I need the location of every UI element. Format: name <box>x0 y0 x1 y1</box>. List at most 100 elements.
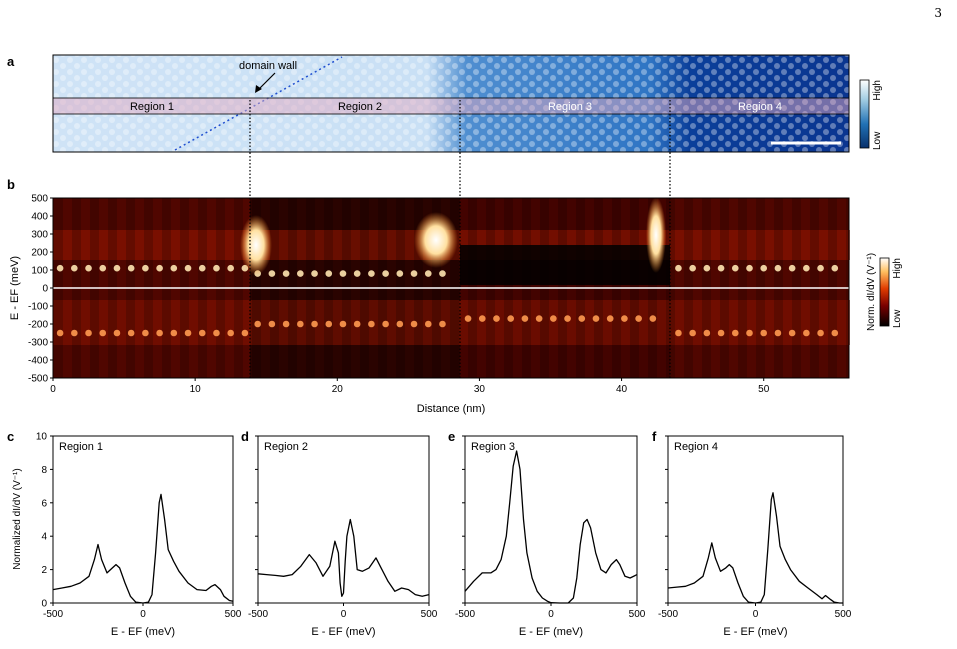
band-dot <box>142 329 149 337</box>
xtick-label: 0 <box>548 609 554 620</box>
band-dot <box>113 329 121 337</box>
panel-c-label: c <box>7 429 14 444</box>
spectrum-title: Region 4 <box>674 441 718 453</box>
band-dot <box>424 320 432 328</box>
xtick-label: 20 <box>332 384 344 395</box>
spectrum-title: Region 2 <box>264 441 308 453</box>
band-dot <box>578 315 586 322</box>
band-dot <box>703 264 711 272</box>
band-dot <box>774 329 782 337</box>
panel-b-colorbar: High Low Norm. dI/dV (V⁻¹) <box>866 253 903 331</box>
spectrum-xlabel: E - EF (meV) <box>723 626 787 638</box>
band-dot <box>410 320 418 328</box>
band-dot <box>760 264 768 272</box>
colorbar-b-title: Norm. dI/dV (V⁻¹) <box>866 253 877 331</box>
xtick-label: 30 <box>474 384 486 395</box>
band-dot <box>424 270 432 277</box>
band-dot <box>113 264 121 272</box>
band-dot <box>213 264 220 272</box>
band-dot <box>353 320 361 328</box>
panel-f-label: f <box>652 429 657 444</box>
band-dot <box>184 264 192 272</box>
band-dot <box>241 329 249 337</box>
ytick-label: -200 <box>28 320 48 331</box>
band-dot <box>311 320 318 328</box>
band-dot <box>198 329 206 337</box>
xtick-label: 0 <box>753 609 759 620</box>
band-dot <box>325 320 333 328</box>
band-dot <box>311 270 318 277</box>
band-dot <box>550 315 557 322</box>
region-4-label: Region 4 <box>738 101 782 113</box>
plot-frame <box>464 435 638 604</box>
region-band <box>52 97 850 115</box>
band-dot <box>227 264 234 272</box>
band-dot <box>382 270 389 277</box>
ytick-label: -100 <box>28 302 48 313</box>
panel-b-ylabel: E - EF (meV) <box>9 256 21 320</box>
band-dot <box>703 329 711 337</box>
ytick-label: 300 <box>31 230 48 241</box>
ytick-label: 10 <box>36 432 48 443</box>
ytick-label: 0 <box>41 599 47 610</box>
band-dot <box>635 315 642 322</box>
xtick-label: 500 <box>835 609 852 620</box>
xtick-label: 500 <box>225 609 242 620</box>
band-dot <box>717 329 725 337</box>
xtick-label: 40 <box>616 384 628 395</box>
xtick-label: -500 <box>455 609 475 620</box>
band-dot <box>56 329 64 337</box>
panel-a-colorbar: High Low <box>859 79 883 150</box>
page-number: 3 <box>934 6 942 20</box>
colorbar-b-low: Low <box>892 309 903 328</box>
band-dot <box>85 264 92 272</box>
band-dot <box>85 329 92 337</box>
panel-b-label: b <box>7 177 15 192</box>
region-1-label: Region 1 <box>130 101 174 113</box>
xtick-label: 0 <box>50 384 56 395</box>
band-dot <box>493 315 500 322</box>
band-dot <box>675 329 682 337</box>
band-dot <box>297 270 304 277</box>
band-dot <box>71 329 78 337</box>
spectrum-curve <box>52 493 234 604</box>
band-dot <box>396 270 404 277</box>
ytick-label: 200 <box>31 248 48 259</box>
band-dot <box>282 270 290 277</box>
band-dot <box>535 315 543 322</box>
band-dot <box>521 315 529 322</box>
xtick-label: -500 <box>658 609 678 620</box>
band-dot <box>788 329 796 337</box>
spectrum-title: Region 3 <box>471 441 515 453</box>
band-dot <box>788 264 796 272</box>
spectrum-panel-e: Region 3 -500 0 500 E - EF (meV) <box>455 435 646 638</box>
spectrum-curve <box>464 450 638 604</box>
band-dot <box>803 329 810 337</box>
band-dot <box>339 320 347 328</box>
band-dot <box>831 329 839 337</box>
band-dot <box>184 329 192 337</box>
ytick-label: -300 <box>28 338 48 349</box>
plot-frame <box>257 435 430 604</box>
band-dot <box>268 270 276 277</box>
panel-b-heatmap <box>52 197 850 379</box>
band-dot <box>198 264 206 272</box>
xtick-label: 500 <box>421 609 438 620</box>
band-dot <box>127 329 135 337</box>
band-dot <box>439 270 446 277</box>
band-dot <box>282 320 290 328</box>
band-dot <box>368 270 375 277</box>
spectra-ylabel: Normalized dI/dV (V⁻¹) <box>12 468 23 569</box>
band-dot <box>325 270 333 277</box>
band-dot <box>649 315 657 322</box>
band-dot <box>592 315 600 322</box>
band-dot <box>803 264 810 272</box>
ytick-label: 2 <box>41 565 47 576</box>
band-dot <box>99 264 107 272</box>
band-dot <box>675 264 682 272</box>
xtick-label: -500 <box>248 609 268 620</box>
band-dot <box>746 264 753 272</box>
spectrum-curve <box>257 518 430 597</box>
